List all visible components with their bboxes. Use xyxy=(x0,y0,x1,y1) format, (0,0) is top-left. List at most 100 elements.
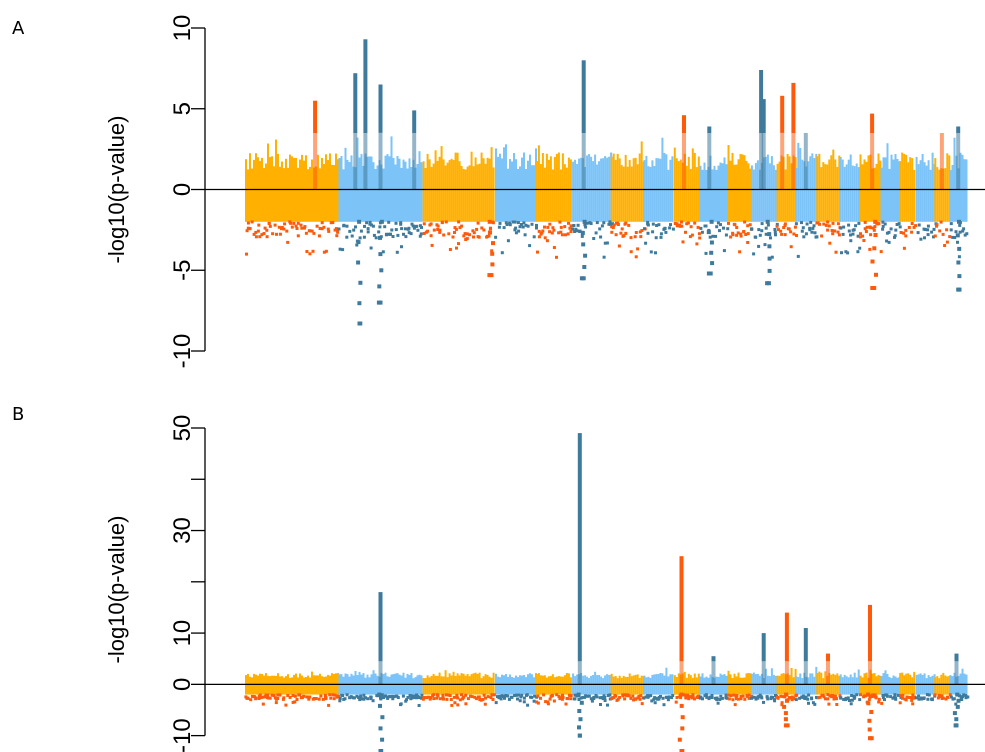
signal-point xyxy=(262,695,266,699)
signal-point xyxy=(261,702,265,706)
signal-point xyxy=(400,245,403,249)
signal-point xyxy=(807,701,810,705)
signal-bar xyxy=(756,673,759,685)
signal-point xyxy=(804,232,808,236)
signal-point xyxy=(422,232,426,235)
signal-bar xyxy=(936,684,939,695)
signal-bar xyxy=(790,668,793,685)
signal-bar xyxy=(657,684,660,695)
signal-point xyxy=(595,695,599,699)
signal-bar xyxy=(685,189,688,222)
signal-bar xyxy=(938,189,941,222)
signal-point xyxy=(958,694,961,698)
signal-bar xyxy=(436,160,439,190)
signal-bar xyxy=(331,673,333,685)
signal-bar xyxy=(614,159,617,190)
signal-bar xyxy=(894,676,897,685)
signal-point xyxy=(363,696,367,700)
signal-point xyxy=(844,698,847,702)
signal-bar xyxy=(458,684,461,695)
signal-bar xyxy=(768,163,771,190)
signal-bar xyxy=(685,677,688,685)
chromosome-9 xyxy=(673,147,700,222)
signal-point xyxy=(705,695,709,699)
signal-bar xyxy=(404,161,407,190)
signal-point xyxy=(429,696,432,699)
signal-bar xyxy=(649,189,652,222)
peak-point xyxy=(680,715,685,720)
signal-bar xyxy=(404,677,407,685)
signal-bar xyxy=(572,189,575,222)
signal-point xyxy=(530,222,534,226)
signal-point xyxy=(904,234,908,238)
peak-point xyxy=(866,692,871,697)
signal-point xyxy=(418,224,422,228)
signal-bar xyxy=(261,189,263,222)
signal-bar xyxy=(729,674,732,685)
signal-point xyxy=(750,696,754,700)
signal-bar xyxy=(255,153,257,190)
signal-point xyxy=(532,235,536,239)
signal-point xyxy=(774,694,777,697)
signal-point xyxy=(773,230,777,234)
signal-point xyxy=(867,698,871,702)
signal-point xyxy=(914,696,918,700)
signal-point xyxy=(938,229,942,233)
signal-bar xyxy=(265,684,267,695)
signal-point xyxy=(951,235,955,239)
signal-bar xyxy=(378,189,381,222)
signal-point xyxy=(623,697,627,701)
signal-bar xyxy=(551,684,554,695)
signal-bar xyxy=(651,189,654,222)
peak-point xyxy=(709,250,714,255)
signal-point xyxy=(290,225,294,229)
signal-bar xyxy=(295,157,297,190)
signal-point xyxy=(386,696,390,700)
signal-point xyxy=(836,230,840,234)
signal-bar xyxy=(497,156,499,190)
peak-point xyxy=(581,276,586,281)
signal-bar xyxy=(323,189,325,222)
signal-bar xyxy=(480,189,483,222)
signal-bar xyxy=(659,673,662,685)
signal-bar xyxy=(289,189,291,222)
signal-bar xyxy=(665,684,668,695)
signal-bar xyxy=(509,159,511,190)
signal-bar xyxy=(287,189,289,222)
signal-point xyxy=(508,223,512,227)
signal-point xyxy=(824,223,828,227)
signal-point xyxy=(839,226,843,230)
signal-bar xyxy=(949,675,952,685)
signal-point xyxy=(856,250,860,254)
signal-bar xyxy=(456,684,459,695)
signal-bar xyxy=(509,684,511,695)
signal-point xyxy=(438,228,442,232)
signal-bar xyxy=(344,673,347,685)
signal-point xyxy=(659,232,663,236)
peak-bar xyxy=(803,133,808,190)
signal-bar xyxy=(368,189,371,222)
signal-bar xyxy=(826,164,829,190)
signal-bar xyxy=(418,189,421,222)
signal-bar xyxy=(693,152,696,190)
signal-point xyxy=(315,224,319,228)
signal-bar xyxy=(715,169,718,190)
signal-bar xyxy=(622,684,625,695)
signal-bar xyxy=(386,189,389,222)
peak-bar xyxy=(711,661,716,685)
signal-bar xyxy=(909,674,912,685)
signal-point xyxy=(608,693,612,697)
signal-bar xyxy=(743,155,746,190)
signal-point xyxy=(841,232,845,236)
signal-bar xyxy=(938,169,941,190)
signal-bar xyxy=(559,169,562,190)
signal-point xyxy=(871,693,875,697)
signal-bar xyxy=(533,684,535,695)
signal-point xyxy=(522,700,526,704)
signal-bar xyxy=(713,165,716,190)
signal-bar xyxy=(511,189,513,222)
signal-bar xyxy=(590,684,593,695)
signal-bar xyxy=(875,189,878,222)
signal-bar xyxy=(541,675,544,685)
signal-point xyxy=(735,233,739,237)
